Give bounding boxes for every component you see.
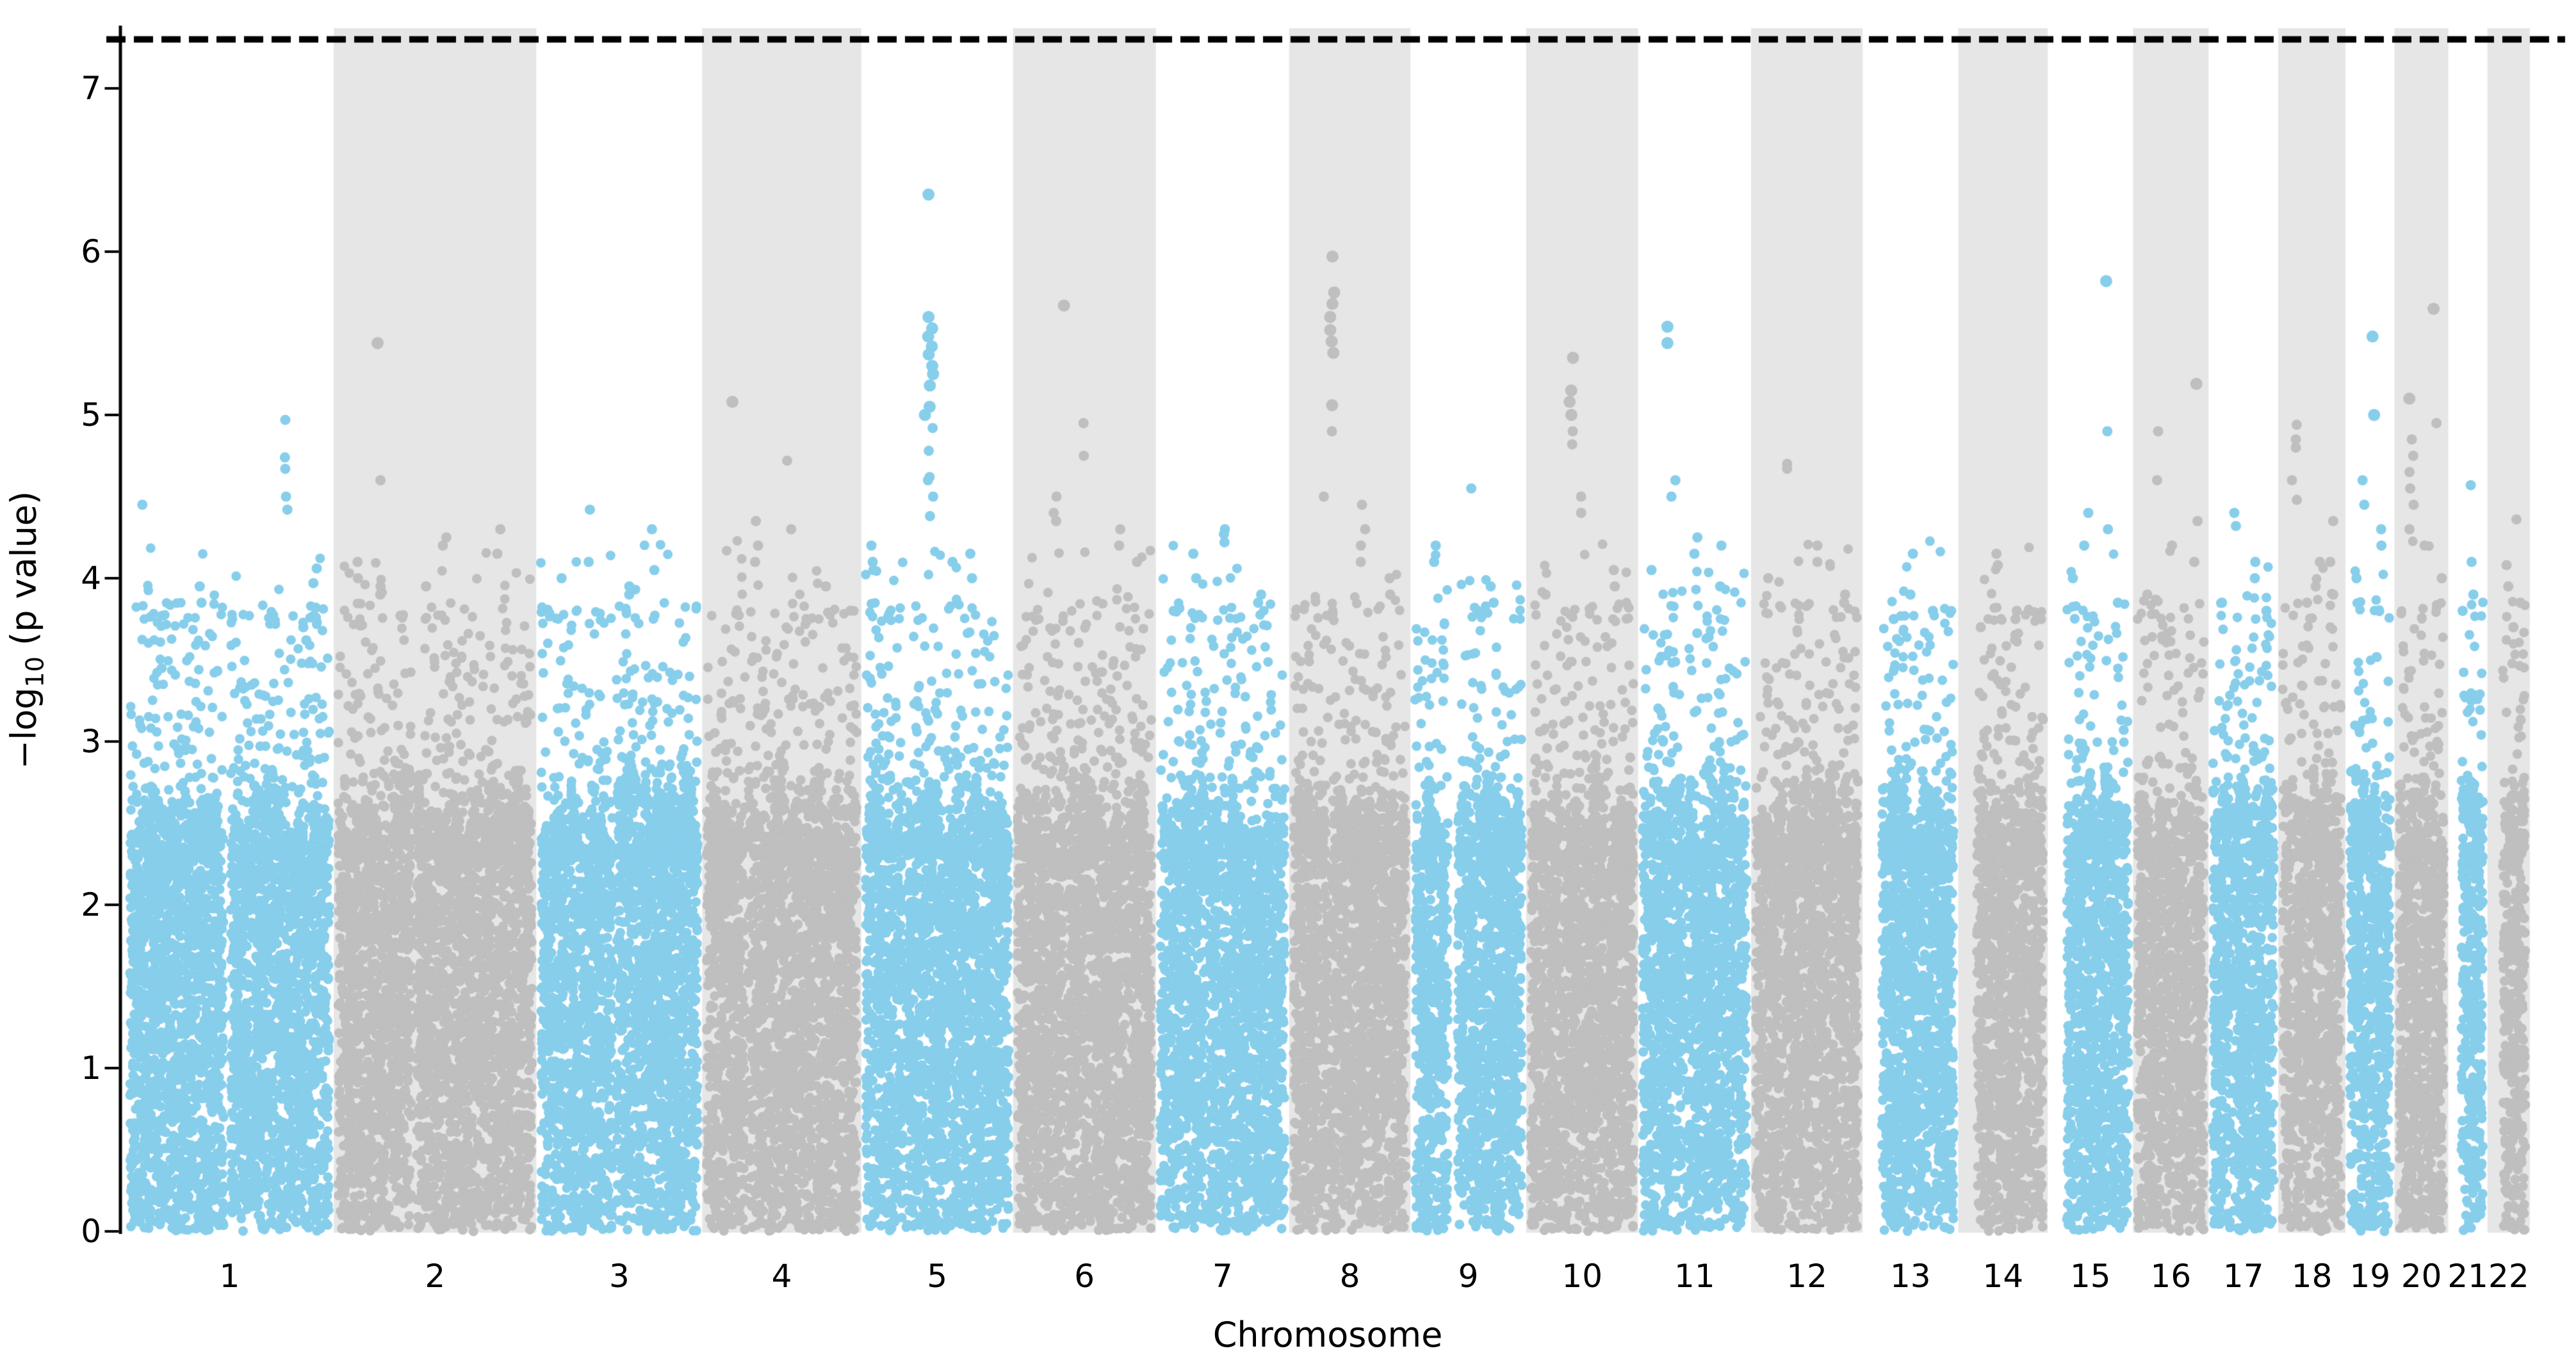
x-axis-tick-label-chr14: 14 <box>1982 1258 2024 1295</box>
x-axis-tick-label-chr1: 1 <box>219 1258 240 1295</box>
x-axis-label: Chromosome <box>1212 1315 1443 1355</box>
x-axis-tick-label-chr6: 6 <box>1074 1258 1095 1295</box>
x-axis-tick-label-chr15: 15 <box>2069 1258 2111 1295</box>
x-axis-tick-label-chr19: 19 <box>2349 1258 2391 1295</box>
y-axis-tick-label: 3 <box>81 723 101 760</box>
x-axis-tick-label-chr3: 3 <box>608 1258 630 1295</box>
x-axis-tick-label-chr5: 5 <box>927 1258 948 1295</box>
y-axis-label-subscript: 10 <box>20 656 49 688</box>
y-axis-tick-label: 6 <box>81 233 101 270</box>
x-axis-tick-label-chr18: 18 <box>2291 1258 2333 1295</box>
x-axis-tick-label-chr21: 21 <box>2447 1258 2488 1295</box>
y-axis-tick-label: 1 <box>81 1050 101 1087</box>
x-axis-tick-label-chr13: 13 <box>1889 1258 1931 1295</box>
y-axis-tick-label: 2 <box>81 886 101 923</box>
x-axis-tick-label-chr20: 20 <box>2401 1258 2442 1295</box>
x-axis-tick-label-chr2: 2 <box>425 1258 446 1295</box>
y-axis-tick-label: 5 <box>81 396 101 434</box>
x-axis-tick-label-chr12: 12 <box>1786 1258 1827 1295</box>
x-axis-tick-label-chr22: 22 <box>2488 1258 2529 1295</box>
x-axis-tick-label-chr11: 11 <box>1674 1258 1715 1295</box>
x-axis-tick-label-chr8: 8 <box>1339 1258 1360 1295</box>
x-axis-tick-label-chr10: 10 <box>1561 1258 1603 1295</box>
x-axis-tick-label-chr17: 17 <box>2222 1258 2264 1295</box>
y-axis-tick-label: 7 <box>81 70 101 107</box>
y-axis-tick-label: 0 <box>81 1213 101 1250</box>
x-axis-tick-label-chr16: 16 <box>2150 1258 2192 1295</box>
y-axis-tick-label: 4 <box>81 560 101 597</box>
x-axis-tick-label-chr9: 9 <box>1458 1258 1479 1295</box>
x-axis-tick-label-chr7: 7 <box>1212 1258 1233 1295</box>
x-axis-tick-label-chr4: 4 <box>771 1258 792 1295</box>
